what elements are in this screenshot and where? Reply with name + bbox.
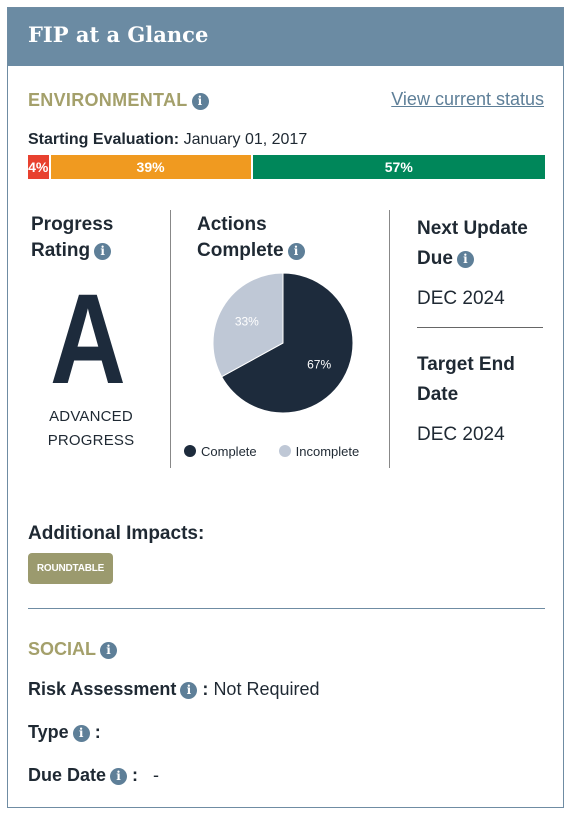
card-header: FIP at a Glance [8,8,563,66]
info-icon[interactable]: i [191,93,209,110]
next-update-line2: Due [417,248,453,269]
environmental-title: ENVIRONMENTAL [28,90,188,110]
actions-complete-line1: Actions [197,214,267,235]
info-icon[interactable]: i [72,725,90,742]
risk-assessment-sep: : [202,679,209,699]
target-end-heading: Target End Date [417,350,515,410]
pie-legend: Complete Incomplete [184,444,359,459]
section-divider [28,608,545,609]
info-icon[interactable]: i [100,642,118,659]
info-icon[interactable]: i [287,243,305,260]
progress-grade: A [50,268,126,411]
progress-rating-heading: Progress Rating i [31,212,113,264]
pie-label-incomplete: 33% [235,315,259,329]
target-end-line1: Target End [417,354,515,375]
roundtable-tag[interactable]: ROUNDTABLE [28,553,113,584]
progress-rating-line1: Progress [31,214,114,235]
social-heading: SOCIAL i [28,639,118,660]
due-date-label: Due Date [28,765,107,785]
environmental-stats: Progress Rating i A ADVANCED PROGRESS Act… [8,210,563,470]
card-title: FIP at a Glance [28,22,209,47]
evaluation-bar-segment: 57% [250,155,545,179]
legend-incomplete-label: Incomplete [295,444,360,459]
pie-label-complete: 67% [307,357,331,371]
next-update-heading: Next Update Due i [417,214,528,274]
progress-rating-line2: Rating [31,240,91,261]
next-update-value: DEC 2024 [417,288,505,309]
target-end-value: DEC 2024 [417,424,505,445]
column-divider [389,210,390,468]
risk-assessment-value: Not Required [213,679,320,699]
type-sep: : [94,722,101,742]
actions-complete-heading: Actions Complete i [197,212,305,264]
starting-evaluation-date: January 01, 2017 [183,131,308,148]
info-icon[interactable]: i [110,768,128,785]
info-icon[interactable]: i [456,251,474,268]
progress-grade-label: ADVANCED PROGRESS [41,405,141,453]
legend-complete-swatch [184,445,196,457]
starting-evaluation: Starting Evaluation: January 01, 2017 [28,131,307,149]
due-date-sep: : [132,765,139,785]
evaluation-bar: 4% 39% 57% [28,155,545,179]
grade-label-line1: ADVANCED [49,408,133,425]
grade-label-line2: PROGRESS [47,432,135,449]
date-divider [417,327,543,328]
column-divider [170,210,171,468]
info-icon[interactable]: i [94,243,112,260]
pie-slice-complete [220,273,353,413]
additional-impacts-title: Additional Impacts: [28,523,205,544]
starting-evaluation-label: Starting Evaluation: [28,131,180,148]
info-icon[interactable]: i [180,682,198,699]
actions-complete-line2: Complete [197,240,284,261]
risk-assessment-row: Risk Assessment i: Not Required [28,679,320,700]
actions-complete-line2-wrap: Complete i [197,238,305,264]
due-date-row: Due Date i: - [28,765,159,786]
evaluation-bar-segment: 39% [48,155,251,179]
evaluation-bar-segment: 4% [28,155,49,179]
environmental-heading: ENVIRONMENTAL i [28,90,209,111]
pie-slice-incomplete [213,273,284,378]
legend-complete: Complete [184,444,257,459]
next-update-line2-wrap: Due i [417,244,528,274]
legend-incomplete: Incomplete [278,444,360,459]
actions-pie-chart: 67% 33% [213,273,353,413]
due-date-value: - [153,765,160,785]
next-update-line1: Next Update [417,218,528,239]
type-row: Type i: [28,722,101,743]
legend-complete-label: Complete [201,444,257,459]
target-end-line2: Date [417,384,459,405]
view-current-status-link[interactable]: View current status [391,89,544,109]
legend-incomplete-swatch [278,445,291,457]
fip-card: FIP at a Glance ENVIRONMENTAL i View curr… [7,7,564,808]
progress-rating-line2-wrap: Rating i [31,238,113,264]
risk-assessment-label: Risk Assessment [28,679,177,699]
social-title: SOCIAL [28,639,97,659]
type-label: Type [28,722,69,742]
